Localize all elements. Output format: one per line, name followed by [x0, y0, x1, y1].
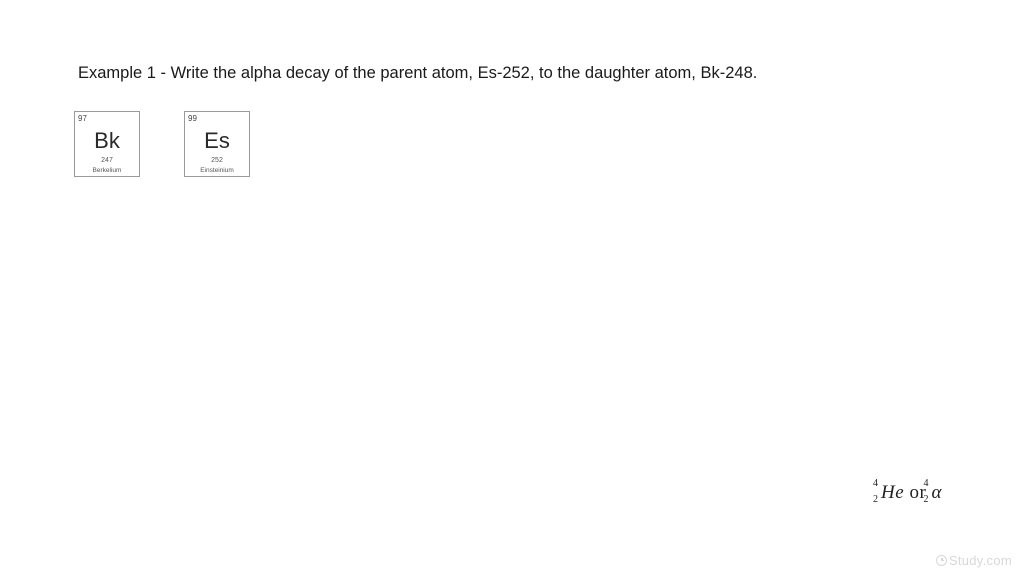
- element-symbol: Es: [185, 128, 249, 154]
- nuclide-he: 4 2 He: [881, 482, 904, 504]
- atomic-number: 97: [78, 114, 87, 123]
- element-cards-row: 97 Bk 247 Berkelium 99 Es 252 Einsteiniu…: [74, 111, 946, 177]
- atomic-number: 2: [924, 494, 930, 505]
- alpha-particle-notation: 4 2 He or 4 2 α: [881, 482, 942, 504]
- atomic-number: 2: [873, 494, 879, 505]
- mass-number: 4: [924, 478, 930, 489]
- watermark-text: Study.com: [949, 553, 1012, 568]
- clock-icon: [936, 555, 947, 566]
- element-card-bk: 97 Bk 247 Berkelium: [74, 111, 140, 177]
- example-title: Example 1 - Write the alpha decay of the…: [78, 64, 946, 83]
- content-area: Example 1 - Write the alpha decay of the…: [0, 0, 1024, 177]
- mass-number: 4: [873, 478, 879, 489]
- element-name: Berkelium: [75, 167, 139, 174]
- element-card-es: 99 Es 252 Einsteinium: [184, 111, 250, 177]
- element-mass: 247: [75, 157, 139, 164]
- nuclide-alpha: 4 2 α: [932, 482, 942, 504]
- watermark: Study.com: [936, 553, 1012, 568]
- element-name: Einsteinium: [185, 167, 249, 174]
- nuclide-symbol: He: [881, 482, 904, 503]
- nuclide-symbol: α: [932, 482, 942, 503]
- element-symbol: Bk: [75, 128, 139, 154]
- atomic-number: 99: [188, 114, 197, 123]
- element-mass: 252: [185, 157, 249, 164]
